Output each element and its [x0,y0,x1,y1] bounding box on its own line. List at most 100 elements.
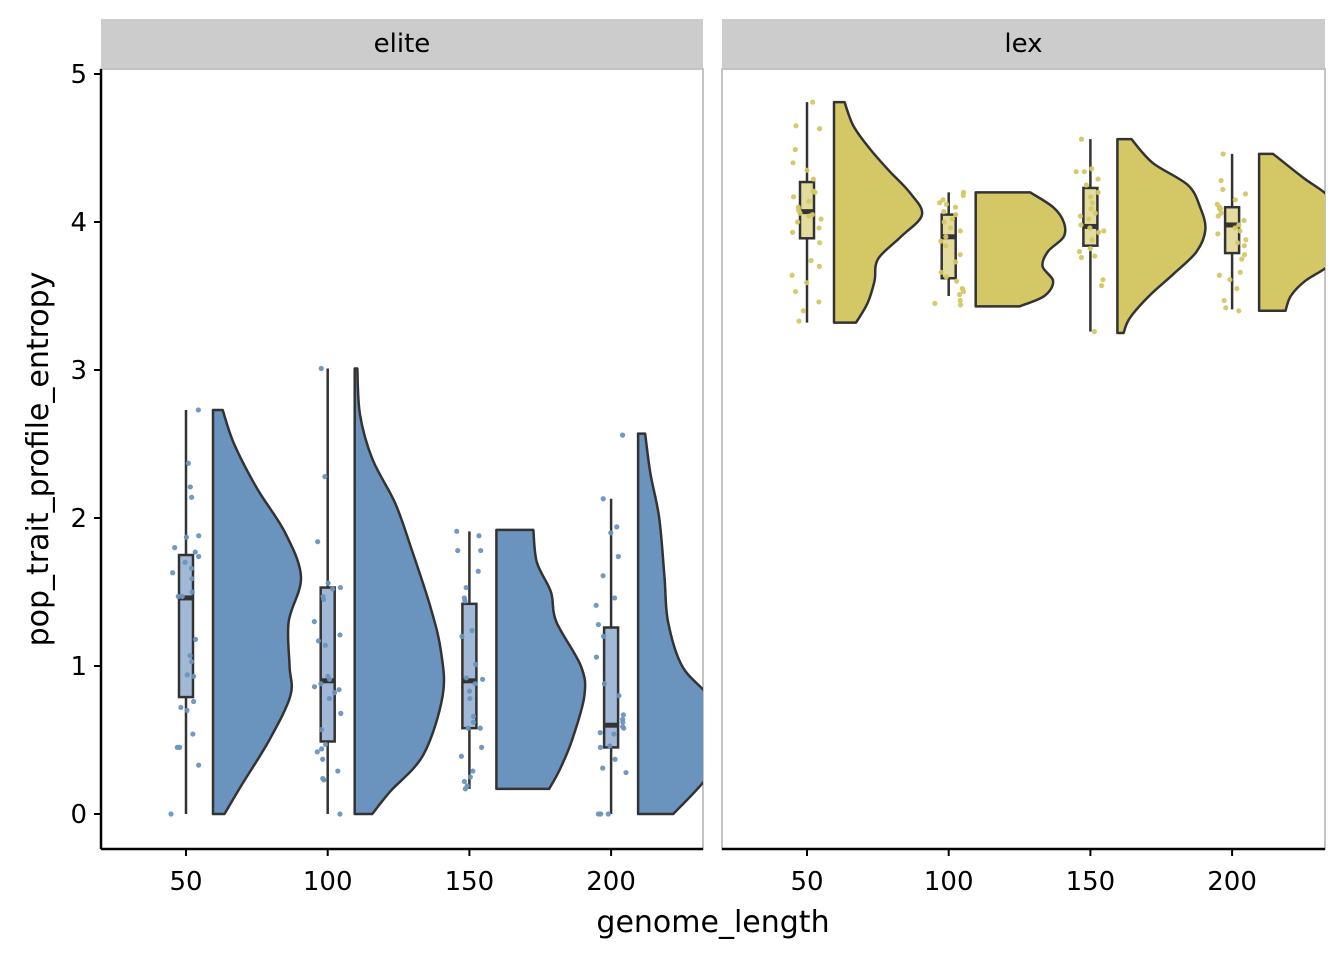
x-axis-label: genome_length [596,905,829,940]
data-point [952,259,959,265]
facet-strip [101,19,703,69]
data-point [795,204,801,210]
data-point [190,698,197,705]
data-point [463,675,469,681]
data-point [600,633,607,640]
data-point [1088,194,1094,200]
data-point [189,589,195,595]
data-point [1234,286,1240,292]
data-point [190,731,196,737]
data-point [597,730,603,736]
data-point [597,744,604,751]
data-point [1241,243,1248,249]
data-point [1236,308,1242,314]
data-point [1087,246,1093,252]
data-point [335,768,341,774]
data-point [808,257,814,264]
facet-label: elite [374,29,431,59]
data-point [314,749,320,755]
box [1223,205,1241,255]
data-point [1089,166,1095,172]
data-point [957,251,963,258]
box [319,586,336,743]
data-point [957,228,963,234]
data-point [337,811,343,817]
data-point [196,553,202,560]
data-point [319,746,325,752]
data-point [620,712,626,718]
data-point [185,460,191,466]
data-point [1098,283,1105,289]
data-point [806,198,812,204]
data-point [600,496,606,502]
data-point [809,212,815,218]
data-point [817,240,823,246]
facet-strip [722,19,1325,69]
data-point [612,756,618,762]
data-point [1237,228,1243,234]
data-point [192,549,198,555]
x-tick-label: 150 [445,867,495,897]
data-point [1218,210,1224,216]
violin [832,100,924,324]
data-point [1078,254,1084,261]
data-point [1083,182,1089,188]
data-point [816,126,823,132]
data-point [1220,151,1226,157]
violin [636,432,703,816]
data-point [943,243,949,249]
data-point [620,724,626,730]
data-point [1081,169,1087,175]
data-point [790,160,796,166]
violin [353,367,446,816]
data-point [1078,222,1084,228]
data-point [804,280,810,286]
data-point [183,534,189,540]
data-point [1232,197,1238,203]
data-point [467,695,473,702]
data-point [195,407,201,413]
data-point [461,595,467,601]
violin [495,528,587,791]
data-point [178,704,184,711]
data-point [467,774,473,780]
data-point [1078,136,1085,142]
data-point [1218,177,1224,184]
data-point [336,687,342,693]
group-50 [789,99,924,324]
data-point [1095,189,1101,195]
data-point [804,167,810,173]
data-point [607,743,613,749]
data-point [1241,251,1248,258]
violin [211,408,303,816]
data-point [182,559,188,566]
x-tick-label: 50 [169,867,202,897]
group-100 [932,189,1067,308]
data-point [172,545,178,551]
data-point [1088,206,1094,212]
data-point [470,719,477,725]
data-point [465,725,471,731]
data-point [322,741,329,748]
data-point [477,725,483,731]
data-point [1089,200,1095,206]
data-point [810,176,817,182]
data-point [600,765,606,771]
data-point [325,580,331,586]
data-point [1216,272,1222,278]
data-point [459,633,465,640]
data-point [184,672,190,678]
group-200 [1214,151,1325,314]
data-point [601,681,607,687]
data-point [952,204,959,210]
data-point [957,297,963,304]
y-axis-label: pop_trait_profile_entropy [21,272,56,647]
data-point [608,530,614,536]
data-point [331,690,338,696]
data-point [614,524,620,530]
panel-content [168,365,703,817]
data-point [816,225,822,231]
data-point [595,621,601,628]
y-tick-label: 4 [70,208,87,238]
data-point [196,533,202,539]
